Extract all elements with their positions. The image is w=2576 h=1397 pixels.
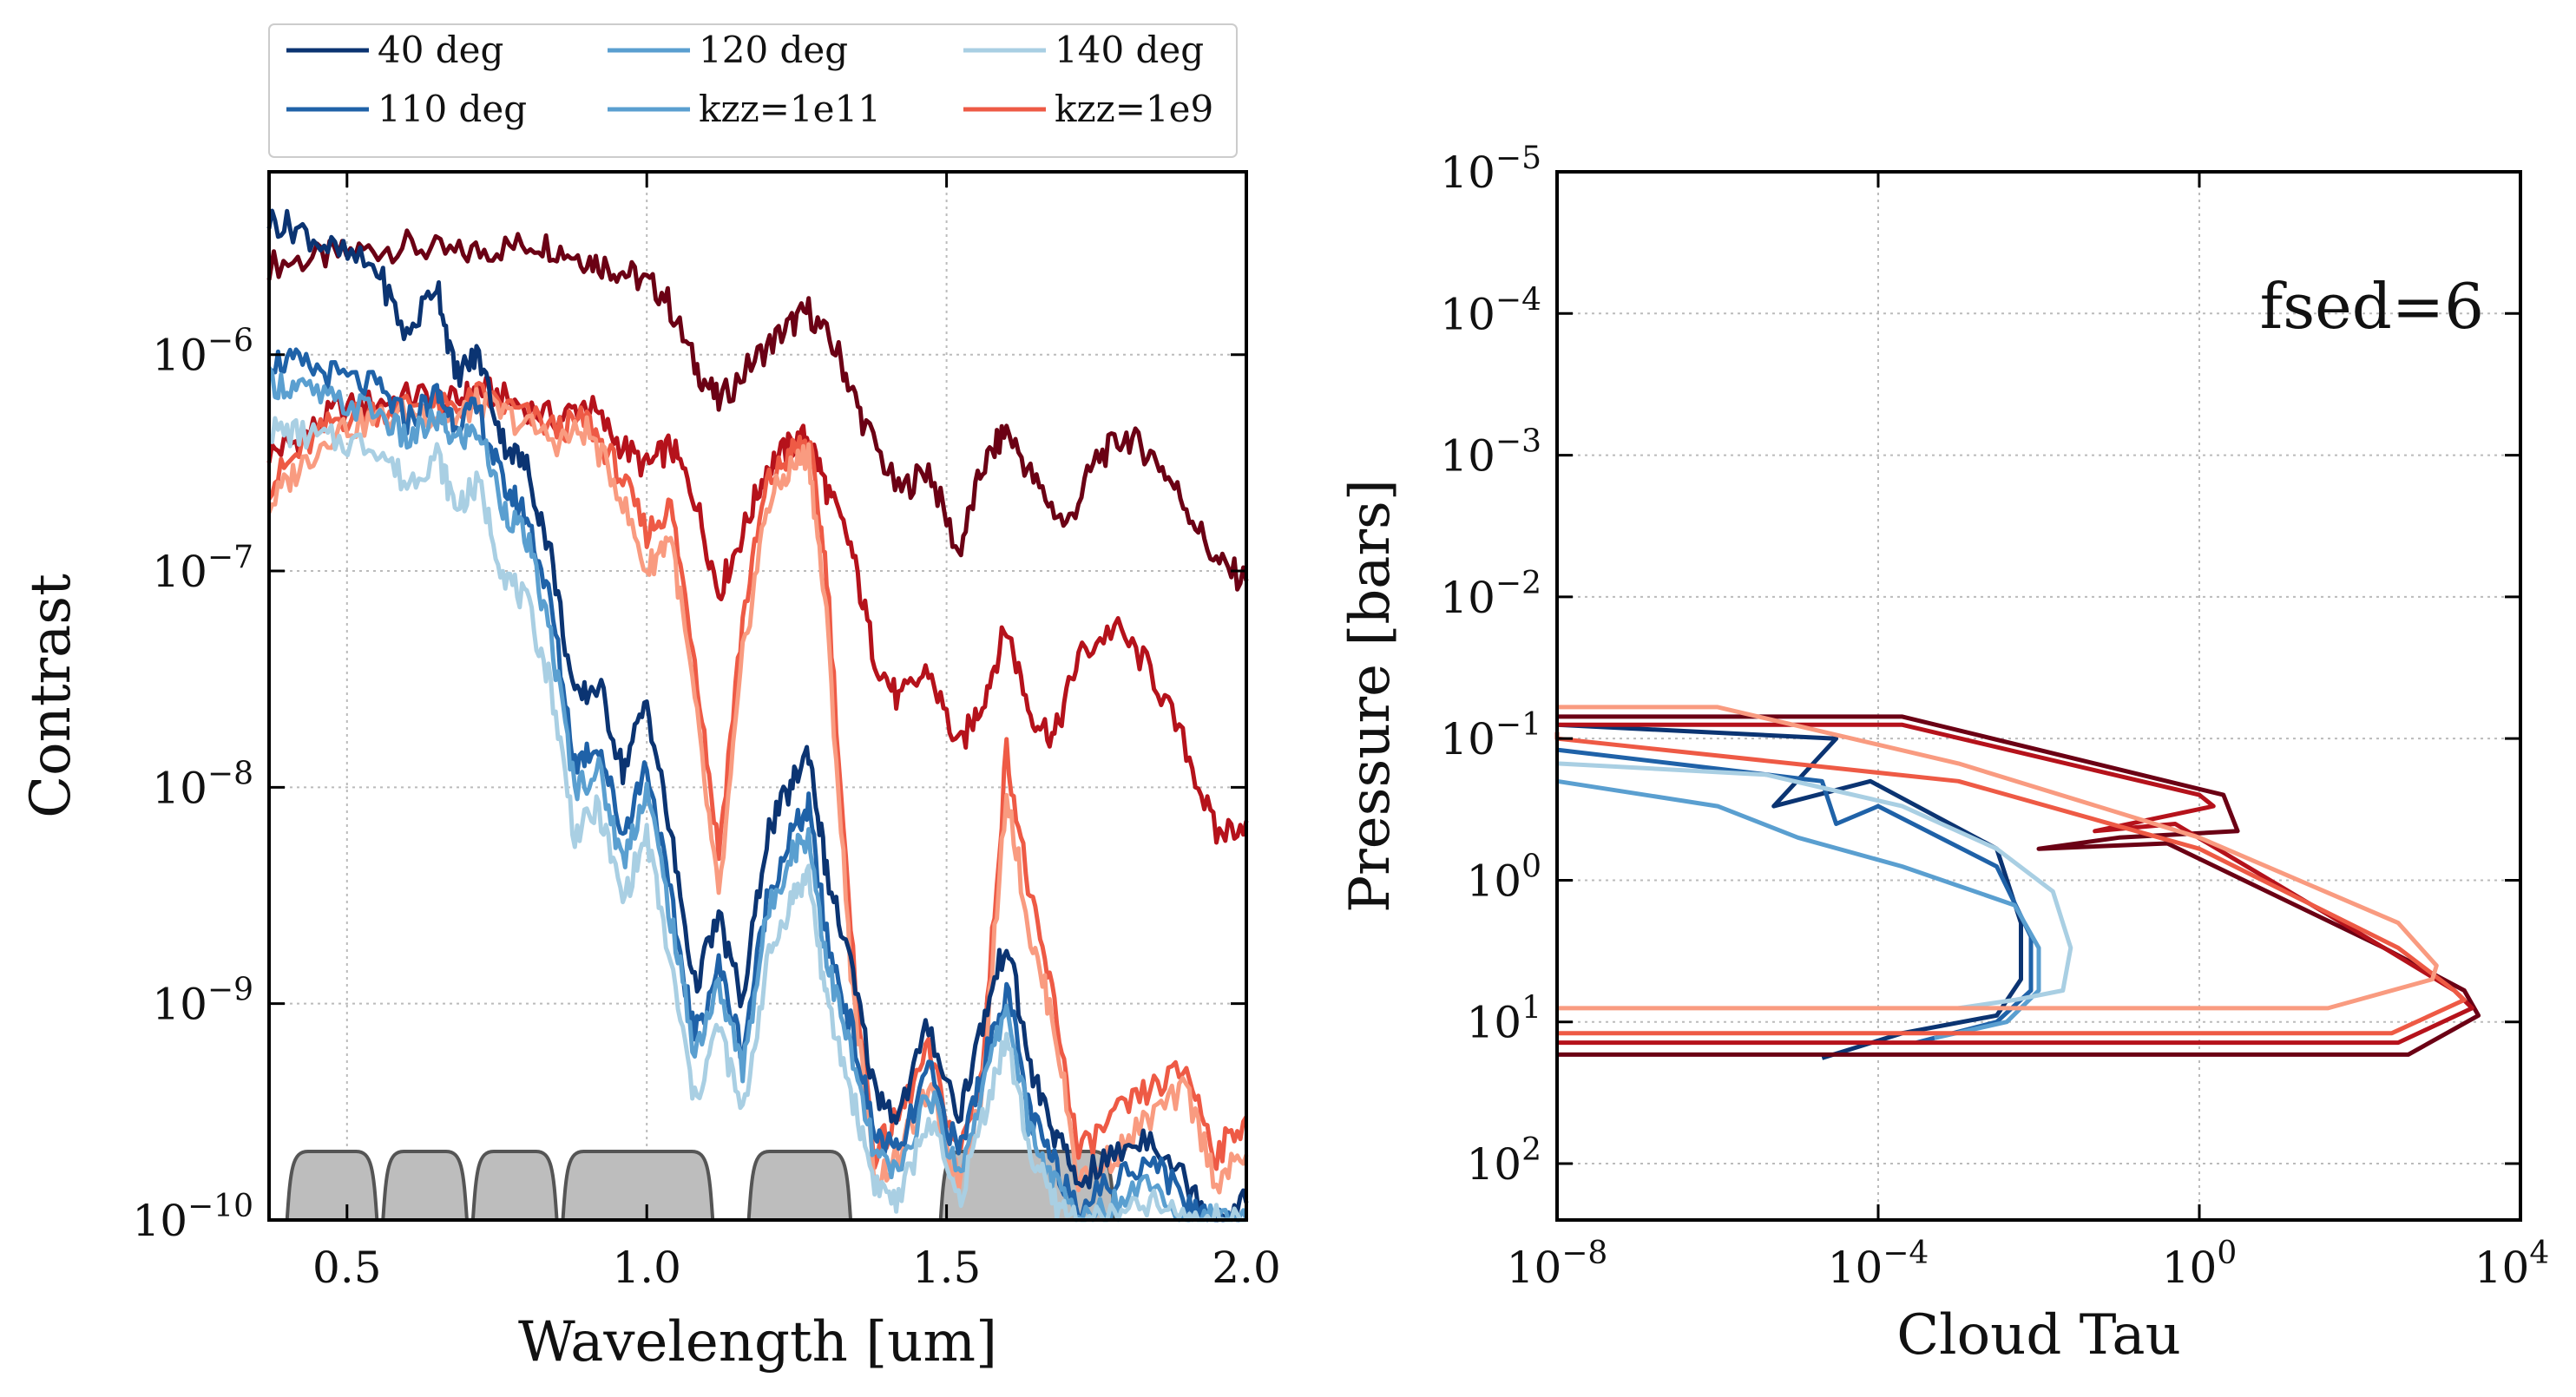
left-y-tick-label: 10−6: [152, 324, 253, 381]
legend-box: [268, 23, 1238, 158]
right-panel: 10−8 10−4 100 104 10−5 10−4 10−3 10−2 10−1 100 101…: [1338, 141, 2549, 1367]
left-x-tick-label: 1.5: [912, 1243, 982, 1293]
left-x-tick-label: 0.5: [312, 1243, 382, 1293]
fsed-annotation: fsed=6: [2260, 270, 2484, 343]
left-series-group: [266, 208, 1249, 1223]
right-y-tick-label: 10−2: [1440, 566, 1541, 623]
filter-band: [746, 1149, 853, 1222]
legend-label: kzz=1e9: [1055, 88, 1213, 130]
filter-band: [381, 1149, 470, 1222]
spectrum-series: [266, 228, 1249, 592]
cloud-tau-profile: [1556, 722, 2023, 1060]
right-y-tick-label: 100: [1466, 849, 1541, 906]
filter-bandpasses: [285, 1149, 1117, 1222]
spectrum-series: [266, 366, 1249, 1223]
filter-band: [470, 1149, 559, 1222]
right-y-tick-label: 10−4: [1440, 282, 1541, 339]
filter-band: [561, 1149, 715, 1222]
left-x-tick-label: 1.0: [612, 1243, 681, 1293]
right-y-tick-label: 10−1: [1440, 707, 1541, 764]
legend-label: kzz=1e11: [699, 88, 881, 130]
left-ticks: 0.5 1.0 1.5 2.0 10−10 10−9 10−8 10−7 10−6: [132, 172, 1281, 1293]
right-y-tick-label: 101: [1466, 991, 1541, 1048]
spectrum-series: [266, 208, 1249, 1223]
right-x-tick-label: 104: [2474, 1236, 2550, 1293]
right-y-tick-label: 102: [1466, 1132, 1541, 1190]
cloud-tau-profile: [1554, 731, 2467, 1036]
cloud-tau-profile: [1556, 747, 2034, 1046]
right-x-tick-label: 10−4: [1828, 1236, 1929, 1293]
right-y-axis-label: Pressure [bars]: [1338, 479, 1403, 913]
cloud-tau-profile: [1557, 722, 2474, 1046]
right-ticks: 10−8 10−4 100 104 10−5 10−4 10−3 10−2 10−1 100 101…: [1440, 141, 2549, 1293]
left-panel: 0.5 1.0 1.5 2.0 10−10 10−9 10−8 10−7 10−6 Wavele…: [19, 170, 1281, 1374]
right-series-group: [1554, 705, 2481, 1060]
filter-band: [285, 1149, 379, 1222]
left-y-tick-label: 10−9: [152, 973, 253, 1030]
legend-label: 140 deg: [1055, 29, 1204, 71]
left-y-tick-label: 10−8: [152, 756, 253, 813]
cloud-tau-profile: [1557, 714, 2481, 1057]
right-y-tick-label: 10−3: [1440, 424, 1541, 482]
right-x-tick-label: 10−8: [1507, 1236, 1608, 1293]
left-y-tick-label: 10−10: [132, 1189, 253, 1246]
legend-label: 40 deg: [378, 29, 503, 71]
left-x-tick-label: 2.0: [1212, 1243, 1281, 1293]
cloud-tau-profile: [1557, 705, 2439, 1011]
left-plot-frame: [267, 170, 1248, 1222]
right-x-tick-label: 100: [2162, 1236, 2238, 1293]
right-x-axis-label: Cloud Tau: [1896, 1303, 2181, 1367]
left-y-axis-label: Contrast: [19, 574, 83, 818]
left-y-tick-label: 10−7: [152, 540, 253, 597]
legend-label: 110 deg: [378, 88, 527, 130]
cloud-tau-profile: [1556, 778, 2041, 1040]
legend-label: 120 deg: [699, 29, 848, 71]
spectrum-series: [268, 416, 1246, 1223]
right-y-tick-label: 10−5: [1440, 141, 1541, 198]
left-x-axis-label: Wavelength [um]: [518, 1310, 997, 1374]
right-plot-frame: [1555, 170, 2522, 1222]
legend: 40 deg 120 deg 140 deg 110 deg kzz=1e11 kzz=1…: [268, 23, 1238, 158]
cloud-tau-profile: [1556, 761, 2073, 1011]
